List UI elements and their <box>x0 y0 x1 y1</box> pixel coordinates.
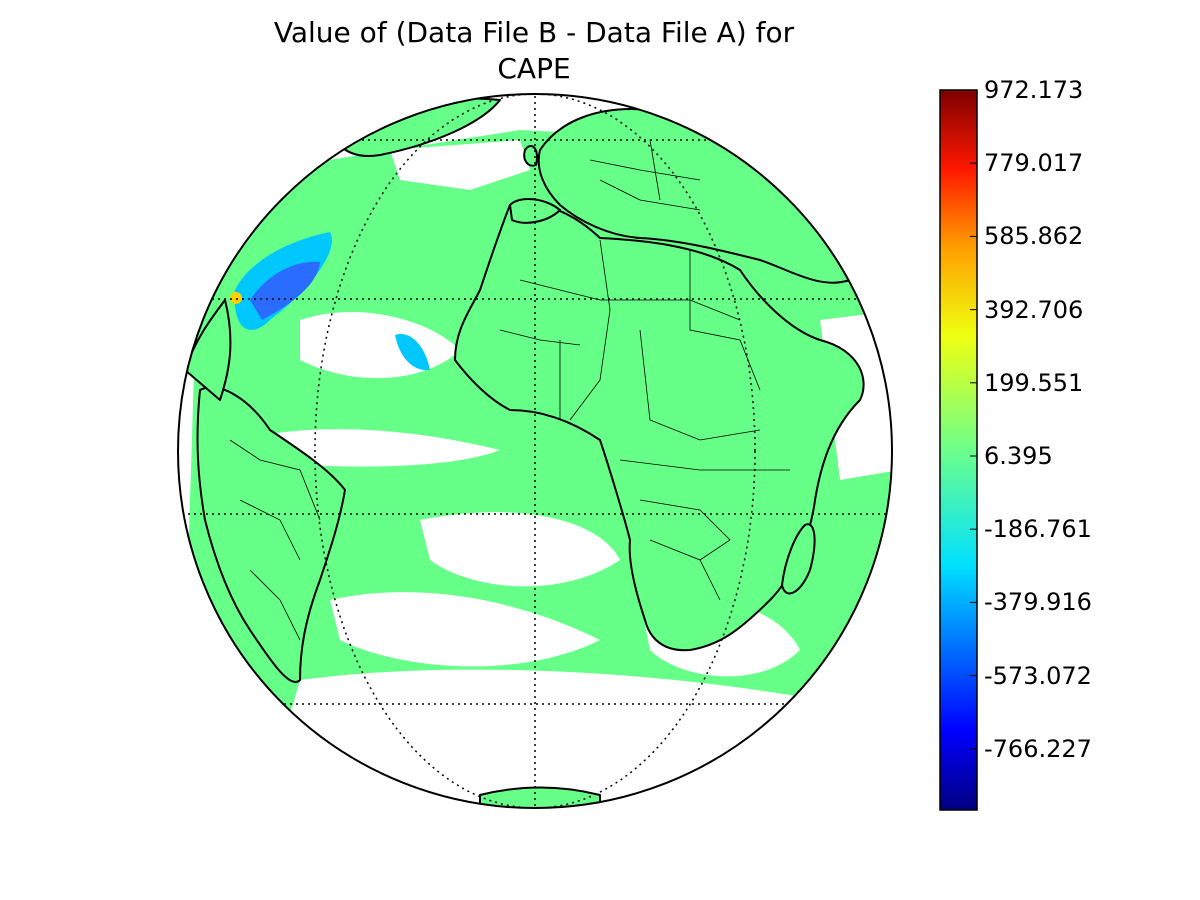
colorbar-ramp <box>939 89 978 811</box>
north-america-coast <box>184 299 232 401</box>
south-america-landmass <box>196 386 346 683</box>
colorbar <box>939 89 978 811</box>
country-borders <box>229 139 790 641</box>
colorbar-tick-label: -186.761 <box>984 515 1092 544</box>
colorbar-tick-label: 199.551 <box>984 368 1084 397</box>
uk <box>523 145 538 167</box>
colorbar-tick-label: -573.072 <box>984 661 1092 690</box>
colorbar-tick-label: 972.173 <box>984 76 1084 104</box>
globe <box>177 93 893 809</box>
globe-outline <box>177 93 893 809</box>
colorbar-tick-label: 779.017 <box>984 149 1084 178</box>
coastlines <box>184 97 865 808</box>
chart-title: Value of (Data File B - Data File A) for <box>273 16 795 49</box>
antarctica-edge <box>479 786 601 808</box>
colorbar-tick-label: 6.395 <box>984 442 1053 470</box>
colorbar-tick-label: 585.862 <box>984 222 1084 251</box>
chart-title-variable: CAPE <box>497 52 571 85</box>
colorbar-tick-label: -379.916 <box>984 588 1092 617</box>
madagascar <box>781 523 816 595</box>
africa-landmass <box>454 202 865 652</box>
colorbar-tick-label: 392.706 <box>984 295 1084 324</box>
colorbar-tick-label: -766.227 <box>984 734 1092 763</box>
